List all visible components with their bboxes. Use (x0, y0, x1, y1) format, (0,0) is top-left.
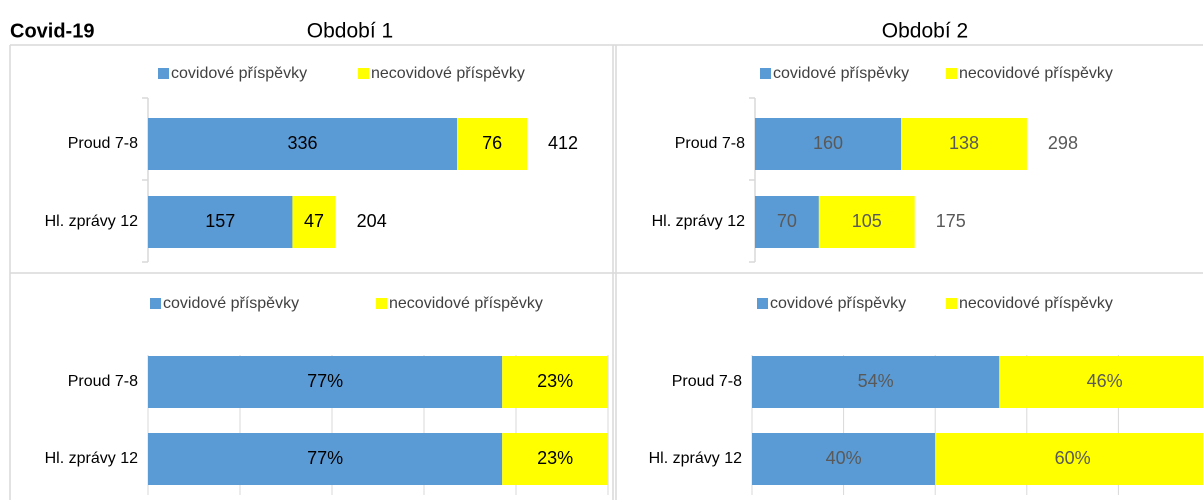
legend-label: necovidové příspěvky (959, 295, 1113, 312)
legend-label: covidové příspěvky (770, 295, 906, 312)
category-label: Proud 7-8 (68, 373, 138, 390)
legend-swatch (760, 68, 771, 79)
bar-segment (755, 196, 819, 248)
bar-segment (935, 433, 1203, 485)
value-label: 336 (288, 133, 318, 153)
bar-segment (148, 433, 503, 485)
bar-segment (999, 356, 1203, 408)
total-label: 204 (357, 211, 387, 231)
legend-label: covidové příspěvky (163, 295, 299, 312)
category-label: Hl. zprávy 12 (649, 450, 742, 467)
value-label: 47 (304, 211, 324, 231)
bar-segment (752, 356, 1000, 408)
category-label: Hl. zprávy 12 (45, 213, 138, 230)
category-label: Hl. zprávy 12 (652, 213, 745, 230)
value-label: 157 (205, 211, 235, 231)
period-label: Období 1 (307, 20, 393, 43)
bar-segment (457, 118, 528, 170)
bar-segment (148, 118, 458, 170)
value-label: 23% (537, 448, 573, 468)
value-label: 40% (826, 448, 862, 468)
bar-segment (818, 196, 915, 248)
bar-segment (755, 118, 901, 170)
header-title: Covid-19 (10, 20, 94, 42)
value-label: 76 (482, 133, 502, 153)
legend-label: necovidové příspěvky (371, 65, 525, 82)
legend-label: necovidové příspěvky (959, 65, 1113, 82)
total-label: 175 (936, 211, 966, 231)
value-label: 105 (852, 211, 882, 231)
value-label: 138 (949, 133, 979, 153)
category-label: Proud 7-8 (672, 373, 742, 390)
value-label: 70 (777, 211, 797, 231)
category-label: Hl. zprávy 12 (45, 450, 138, 467)
legend-swatch (150, 298, 161, 309)
value-label: 77% (307, 371, 343, 391)
legend-label: covidové příspěvky (171, 65, 307, 82)
legend-swatch (946, 298, 957, 309)
bar-segment (502, 356, 608, 408)
bar-segment (292, 196, 336, 248)
legend-swatch (376, 298, 387, 309)
legend-label: necovidové příspěvky (389, 295, 543, 312)
category-label: Proud 7-8 (68, 135, 138, 152)
legend-label: covidové příspěvky (773, 65, 909, 82)
value-label: 23% (537, 371, 573, 391)
bar-segment (901, 118, 1027, 170)
total-label: 298 (1048, 133, 1078, 153)
bar-segment (148, 356, 503, 408)
bar-segment (148, 196, 293, 248)
panel-borders (9, 44, 1203, 500)
legend-swatch (946, 68, 957, 79)
category-label: Proud 7-8 (675, 135, 745, 152)
value-label: 46% (1087, 371, 1123, 391)
period-label: Období 2 (882, 20, 968, 43)
value-label: 54% (858, 371, 894, 391)
value-label: 77% (307, 448, 343, 468)
total-label: 412 (548, 133, 578, 153)
bar-segment (502, 433, 608, 485)
bar-segment (752, 433, 936, 485)
value-label: 160 (813, 133, 843, 153)
legend-swatch (757, 298, 768, 309)
value-label: 60% (1055, 448, 1091, 468)
legend-swatch (358, 68, 369, 79)
legend-swatch (158, 68, 169, 79)
